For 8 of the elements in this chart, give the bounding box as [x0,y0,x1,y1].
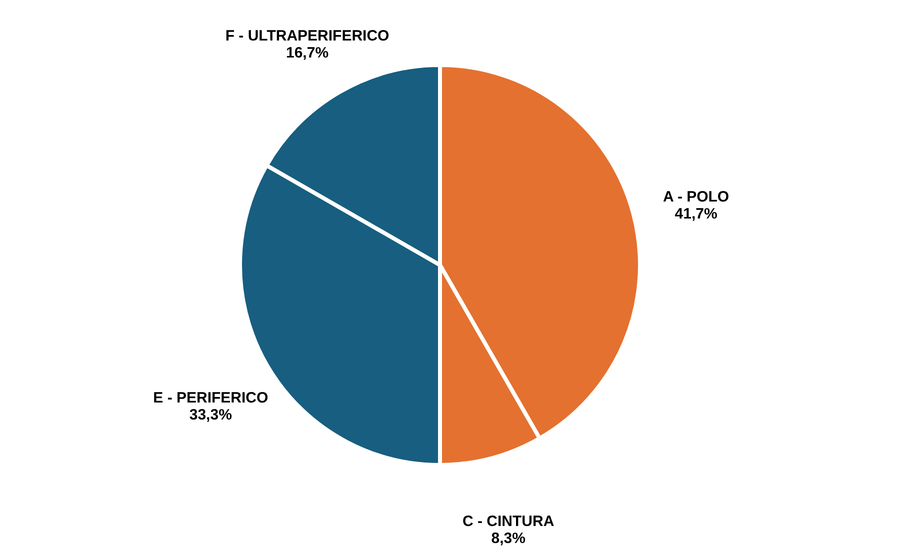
data-label: 33,3% [189,406,232,424]
data-label: 41,7% [674,206,718,223]
data-label: 16,7% [286,44,329,62]
slice-label: F - ULTRAPERIFERICO [225,28,390,45]
slice-label: A - POLO [662,188,730,206]
slice-label: E - PERIFERICO [153,390,268,407]
slice-label: C - CINTURA [462,513,554,530]
data-label: 8,3% [491,530,526,548]
